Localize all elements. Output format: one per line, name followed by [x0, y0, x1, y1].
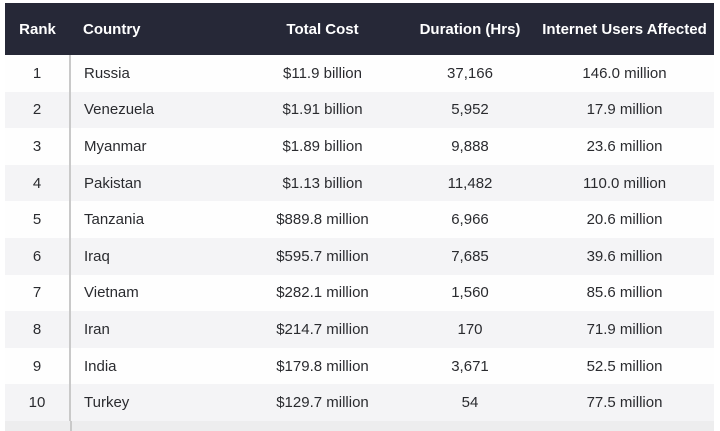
country-cell: Venezuela: [70, 91, 240, 129]
rank-cell: 3: [5, 128, 71, 165]
country-cell: Tanzania: [70, 201, 240, 238]
duration-cell: 3,671: [405, 347, 535, 385]
rank-column-divider: [70, 421, 72, 431]
table-row: 2 Venezuela $1.91 billion 5,952 17.9 mil…: [5, 91, 714, 129]
users-affected-cell: 39.6 million: [535, 237, 714, 275]
users-affected-cell: 77.5 million: [535, 384, 714, 421]
users-affected-cell: 146.0 million: [535, 55, 714, 92]
users-affected-cell: 23.6 million: [535, 128, 714, 165]
shutdown-cost-table: Rank Country Total Cost Duration (Hrs) I…: [5, 3, 715, 421]
table-header: Rank Country Total Cost Duration (Hrs) I…: [5, 3, 714, 55]
total-cost-cell: $214.7 million: [240, 311, 405, 348]
header-duration: Duration (Hrs): [405, 3, 535, 55]
table-row: 4 Pakistan $1.13 billion 11,482 110.0 mi…: [5, 164, 714, 202]
total-cost-cell: $889.8 million: [240, 201, 405, 238]
cutoff-next-row-strip: [5, 421, 714, 431]
rank-cell: 9: [5, 347, 71, 385]
duration-cell: 170: [405, 311, 535, 348]
total-cost-cell: $11.9 billion: [240, 55, 405, 92]
rank-cell: 4: [5, 164, 71, 202]
table-row: 3 Myanmar $1.89 billion 9,888 23.6 milli…: [5, 128, 714, 165]
users-affected-cell: 17.9 million: [535, 91, 714, 129]
country-cell: India: [70, 347, 240, 385]
total-cost-cell: $179.8 million: [240, 347, 405, 385]
duration-cell: 54: [405, 384, 535, 421]
total-cost-cell: $1.91 billion: [240, 91, 405, 129]
duration-cell: 9,888: [405, 128, 535, 165]
rank-cell: 8: [5, 311, 71, 348]
header-country: Country: [70, 3, 240, 55]
total-cost-cell: $1.89 billion: [240, 128, 405, 165]
duration-cell: 1,560: [405, 274, 535, 312]
country-cell: Iraq: [70, 237, 240, 275]
users-affected-cell: 110.0 million: [535, 164, 714, 202]
duration-cell: 11,482: [405, 164, 535, 202]
table-row: 1 Russia $11.9 billion 37,166 146.0 mill…: [5, 55, 714, 92]
rank-cell: 6: [5, 237, 71, 275]
users-affected-cell: 20.6 million: [535, 201, 714, 238]
table-body: 1 Russia $11.9 billion 37,166 146.0 mill…: [5, 55, 714, 421]
header-rank: Rank: [5, 3, 70, 55]
table-row: 9 India $179.8 million 3,671 52.5 millio…: [5, 347, 714, 385]
table-row: 6 Iraq $595.7 million 7,685 39.6 million: [5, 237, 714, 275]
users-affected-cell: 52.5 million: [535, 347, 714, 385]
header-total-cost: Total Cost: [240, 3, 405, 55]
rank-cell: 2: [5, 91, 71, 129]
duration-cell: 6,966: [405, 201, 535, 238]
total-cost-cell: $129.7 million: [240, 384, 405, 421]
total-cost-cell: $1.13 billion: [240, 164, 405, 202]
rank-cell: 7: [5, 274, 71, 312]
country-cell: Vietnam: [70, 274, 240, 312]
total-cost-cell: $282.1 million: [240, 274, 405, 312]
table-row: 8 Iran $214.7 million 170 71.9 million: [5, 311, 714, 348]
country-cell: Myanmar: [70, 128, 240, 165]
header-row: Rank Country Total Cost Duration (Hrs) I…: [5, 3, 714, 55]
rank-cell: 1: [5, 55, 71, 92]
rank-cell: 5: [5, 201, 71, 238]
rank-cell: 10: [5, 384, 71, 421]
header-users-affected: Internet Users Affected: [535, 3, 714, 55]
table-row: 5 Tanzania $889.8 million 6,966 20.6 mil…: [5, 201, 714, 238]
country-cell: Turkey: [70, 384, 240, 421]
country-cell: Pakistan: [70, 164, 240, 202]
duration-cell: 5,952: [405, 91, 535, 129]
table-row: 7 Vietnam $282.1 million 1,560 85.6 mill…: [5, 274, 714, 312]
total-cost-cell: $595.7 million: [240, 237, 405, 275]
duration-cell: 7,685: [405, 237, 535, 275]
table-row: 10 Turkey $129.7 million 54 77.5 million: [5, 384, 714, 421]
duration-cell: 37,166: [405, 55, 535, 92]
users-affected-cell: 71.9 million: [535, 311, 714, 348]
country-cell: Russia: [70, 55, 240, 92]
users-affected-cell: 85.6 million: [535, 274, 714, 312]
country-cell: Iran: [70, 311, 240, 348]
